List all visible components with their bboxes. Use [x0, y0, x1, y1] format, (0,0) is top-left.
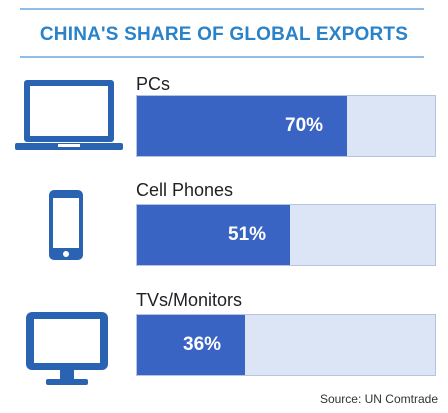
- source-note: Source: UN Comtrade: [319, 392, 438, 406]
- bar-track-cell-phones: 51%: [136, 204, 436, 266]
- top-divider: [20, 8, 424, 10]
- category-label-pcs: PCs: [136, 74, 171, 94]
- category-label-cell-phones: Cell Phones: [136, 180, 234, 200]
- bar-value-pcs: 70%: [285, 115, 324, 136]
- laptop-icon: [15, 80, 123, 150]
- bar-track-pcs: 70%: [136, 95, 436, 157]
- bar-value-cell-phones: 51%: [228, 224, 267, 245]
- bar-track-tvs-monitors: 36%: [136, 314, 436, 376]
- title-divider: [20, 56, 424, 58]
- category-label-tvs-monitors: TVs/Monitors: [136, 290, 243, 310]
- chart-title: CHINA'S SHARE OF GLOBAL EXPORTS: [39, 24, 409, 45]
- bar-cell-phones: [137, 205, 290, 265]
- bar-tvs-monitors: [137, 315, 245, 375]
- monitor-icon: [26, 312, 108, 385]
- bar-pcs: [137, 96, 347, 156]
- bar-value-tvs-monitors: 36%: [183, 334, 222, 355]
- cell-phone-icon: [49, 190, 83, 260]
